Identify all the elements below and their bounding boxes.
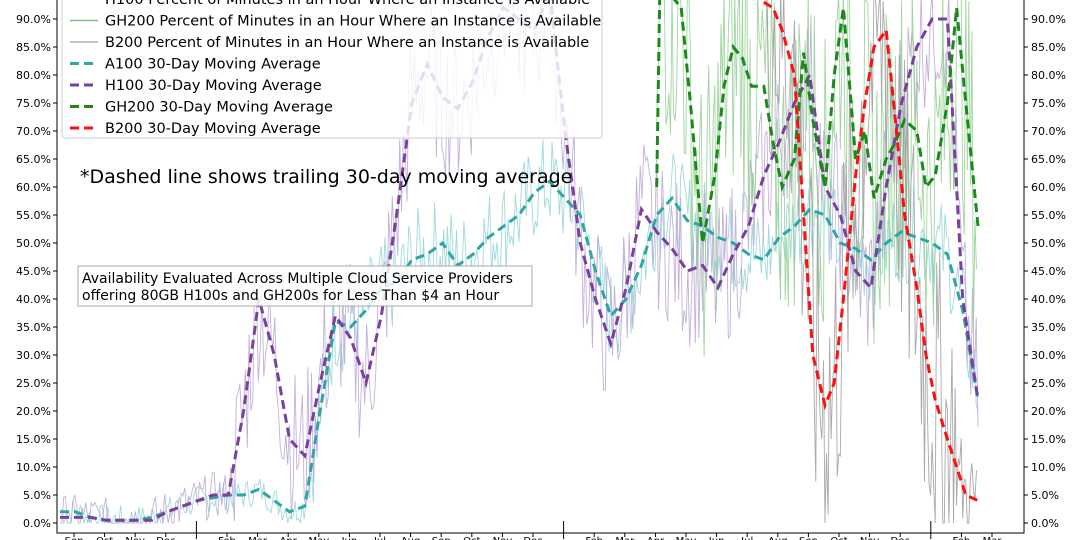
y-tick-label-right: 55.0% (1031, 209, 1066, 222)
x-tick-label: Jun (708, 536, 725, 540)
y-tick-label-left: 20.0% (16, 405, 51, 418)
legend-label: GH200 30-Day Moving Average (105, 100, 333, 116)
legend-label: GH200 Percent of Minutes in an Hour Wher… (105, 14, 601, 30)
y-tick-label-right: 20.0% (1031, 405, 1066, 418)
y-tick-label-left: 35.0% (16, 321, 51, 334)
x-tick-label: Apr (647, 536, 665, 540)
y-tick-label-right: 30.0% (1031, 349, 1066, 362)
x-tick-label: Aug (768, 536, 788, 540)
x-tick-label: Apr (280, 536, 298, 540)
x-tick-label: Nov (493, 536, 513, 540)
x-tick-label: Sep (799, 536, 818, 540)
y-tick-label-right: 0.0% (1031, 517, 1059, 530)
x-tick-label: May (308, 536, 329, 540)
y-tick-label-right: 80.0% (1031, 69, 1066, 82)
x-tick-label: Feb (585, 536, 603, 540)
x-tick-label: May (676, 536, 697, 540)
plot-frame (56, 0, 1025, 534)
y-tick-label-left: 30.0% (16, 349, 51, 362)
legend-label: H100 Percent of Minutes in an Hour Where… (105, 0, 590, 8)
y-tick-label-left: 60.0% (16, 181, 51, 194)
legend-box (61, 0, 603, 139)
x-tick-label: Mar (615, 536, 635, 540)
y-tick-label-left: 25.0% (16, 377, 51, 390)
x-tick-label: Jul (373, 536, 386, 540)
y-tick-label-left: 15.0% (16, 433, 51, 446)
x-tick-label: Dec (523, 536, 542, 540)
y-tick-label-right: 70.0% (1031, 125, 1066, 138)
y-tick-label-left: 55.0% (16, 209, 51, 222)
y-tick-label-right: 5.0% (1031, 489, 1059, 502)
x-tick-label: Oct (830, 536, 847, 540)
x-tick-label: Oct (96, 536, 113, 540)
legend-label: H100 30-Day Moving Average (105, 78, 322, 94)
y-tick-label-right: 25.0% (1031, 377, 1066, 390)
y-tick-label-left: 85.0% (16, 41, 51, 54)
y-tick-label-right: 90.0% (1031, 13, 1066, 26)
x-tick-label: Dec (891, 536, 910, 540)
y-tick-label-right: 35.0% (1031, 321, 1066, 334)
y-tick-label-right: 85.0% (1031, 41, 1066, 54)
legend-label: A100 30-Day Moving Average (105, 57, 321, 73)
x-tick-label: Nov (125, 536, 145, 540)
annotation-line-2: offering 80GB H100s and GH200s for Less … (82, 288, 499, 304)
x-tick-label: Jun (341, 536, 358, 540)
legend-label: B200 30-Day Moving Average (105, 121, 321, 137)
raw-line-a100 (59, 139, 979, 525)
x-tick-label: Oct (463, 536, 480, 540)
annotation-box (77, 265, 533, 307)
y-tick-label-right: 50.0% (1031, 237, 1066, 250)
x-tick-label: Dec (156, 536, 175, 540)
x-tick-label: Jul (740, 536, 753, 540)
y-tick-label-left: 50.0% (16, 237, 51, 250)
y-tick-label-left: 5.0% (23, 489, 51, 502)
y-tick-label-left: 75.0% (16, 97, 51, 110)
y-tick-label-left: 45.0% (16, 265, 51, 278)
annotation-line-1: Availability Evaluated Across Multiple C… (82, 271, 513, 287)
y-tick-label-left: 0.0% (23, 517, 51, 530)
x-tick-label: Mar (248, 536, 268, 540)
x-tick-label: Aug (401, 536, 421, 540)
y-tick-label-left: 65.0% (16, 153, 51, 166)
annotation-moving-average-note: *Dashed line shows trailing 30-day movin… (80, 166, 572, 188)
y-tick-label-left: 40.0% (16, 293, 51, 306)
legend-label: B200 Percent of Minutes in an Hour Where… (105, 35, 589, 51)
raw-line-gh200 (656, 0, 977, 357)
y-tick-label-right: 40.0% (1031, 293, 1066, 306)
y-tick-label-right: 45.0% (1031, 265, 1066, 278)
ma-line-2 (655, 0, 980, 244)
y-tick-label-left: 80.0% (16, 69, 51, 82)
y-tick-label-right: 65.0% (1031, 153, 1066, 166)
y-tick-label-right: 15.0% (1031, 433, 1066, 446)
x-tick-label: Mar (983, 536, 1003, 540)
y-tick-label-right: 10.0% (1031, 461, 1066, 474)
y-tick-label-right: 60.0% (1031, 181, 1066, 194)
x-tick-label: Feb (218, 536, 236, 540)
ma-line-3 (763, 0, 979, 502)
x-tick-label: Sep (432, 536, 451, 540)
x-tick-label: Sep (65, 536, 84, 540)
y-tick-label-left: 90.0% (16, 13, 51, 26)
x-tick-label: Nov (860, 536, 880, 540)
y-tick-label-right: 75.0% (1031, 97, 1066, 110)
y-tick-label-left: 70.0% (16, 125, 51, 138)
y-tick-label-left: 10.0% (16, 461, 51, 474)
x-tick-label: Feb (953, 536, 971, 540)
